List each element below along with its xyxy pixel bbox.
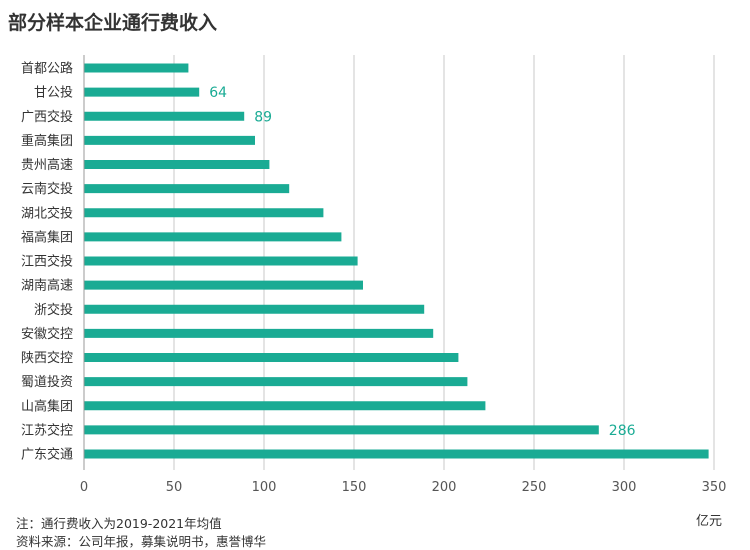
x-tick-label: 0 [80,480,88,495]
data-label: 286 [609,423,636,439]
x-tick-label: 50 [166,480,183,495]
bar [84,425,599,435]
x-tick-label: 300 [612,480,637,495]
x-tick-label: 250 [522,480,547,495]
category-label: 湖北交投 [21,205,73,221]
category-label: 重高集团 [21,133,73,149]
category-label: 首都公路 [21,61,73,77]
data-label: 89 [254,109,272,125]
category-label: 江西交投 [21,254,73,270]
category-label: 浙交投 [34,302,73,318]
bar [84,353,459,362]
x-axis-unit: 亿元 [696,514,723,529]
chart-source: 资料来源：公司年报，募集说明书，惠誉博华 [16,534,267,549]
category-label: 贵州高速 [21,157,73,173]
data-label: 64 [209,85,227,101]
bar [84,160,270,169]
category-label: 湖南高速 [21,278,73,294]
category-label: 山高集团 [21,398,73,414]
category-label: 安徽交控 [21,326,73,342]
bar [84,135,255,145]
bar [84,87,200,97]
category-label: 江苏交控 [21,422,73,438]
category-label: 云南交投 [21,181,73,197]
bar [84,280,363,290]
bar [84,184,290,194]
bar [84,401,486,411]
category-label: 甘公投 [34,85,73,101]
bar [84,377,468,387]
category-label: 广东交通 [21,447,73,463]
bar [84,328,434,338]
category-label: 广西交投 [21,109,73,125]
chart-note: 注：通行费收入为2019-2021年均值 [16,516,222,531]
bar [84,63,189,73]
bar [84,111,245,121]
x-tick-label: 200 [432,480,457,495]
bar [84,232,342,242]
category-label: 陕西交控 [21,350,73,366]
x-tick-label: 350 [702,480,727,495]
bar [84,208,324,218]
category-label: 蜀道投资 [21,374,73,390]
x-tick-label: 150 [342,480,367,495]
bar [84,449,709,459]
bar [84,304,425,314]
bar [84,256,358,266]
x-tick-label: 100 [252,480,277,495]
category-label: 福高集团 [21,229,73,245]
chart-title: 部分样本企业通行费收入 [8,12,218,34]
